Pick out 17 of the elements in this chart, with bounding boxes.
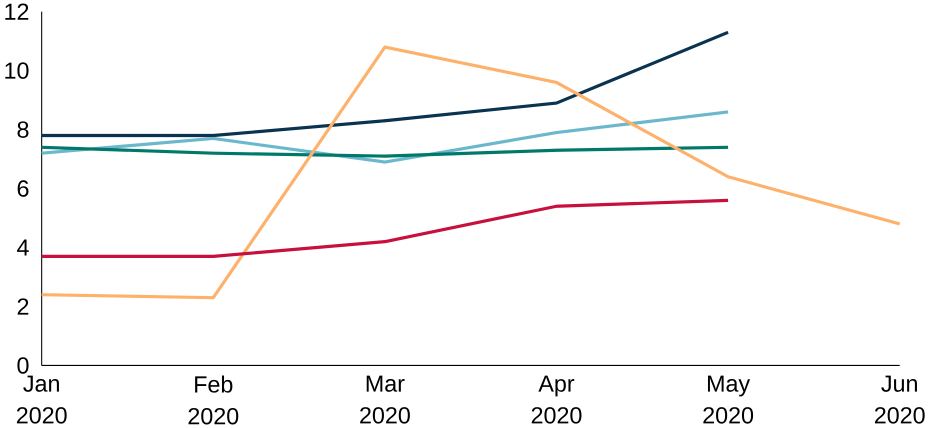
x-tick-label: Apr 2020 (532, 376, 582, 424)
y-tick-label: 0 (17, 357, 29, 374)
line-series (40, 45, 902, 300)
line-series (40, 198, 730, 258)
x-tick-label: Jun 2020 (874, 376, 925, 424)
x-tick-label: May 2020 (703, 376, 754, 424)
y-tick-label: 8 (18, 121, 28, 138)
x-tick-label: Jan 2020 (16, 376, 67, 424)
x-tick-label: Mar 2020 (360, 376, 410, 424)
x-tick-label: Feb 2020 (188, 376, 238, 424)
line-series (40, 30, 730, 138)
line-series (40, 146, 730, 158)
y-tick-label: 12 (5, 4, 28, 20)
y-tick-label: 4 (17, 240, 29, 256)
y-tick-label: 6 (18, 180, 28, 197)
y-tick-label: 10 (5, 62, 29, 79)
y-tick-label: 2 (18, 298, 28, 315)
